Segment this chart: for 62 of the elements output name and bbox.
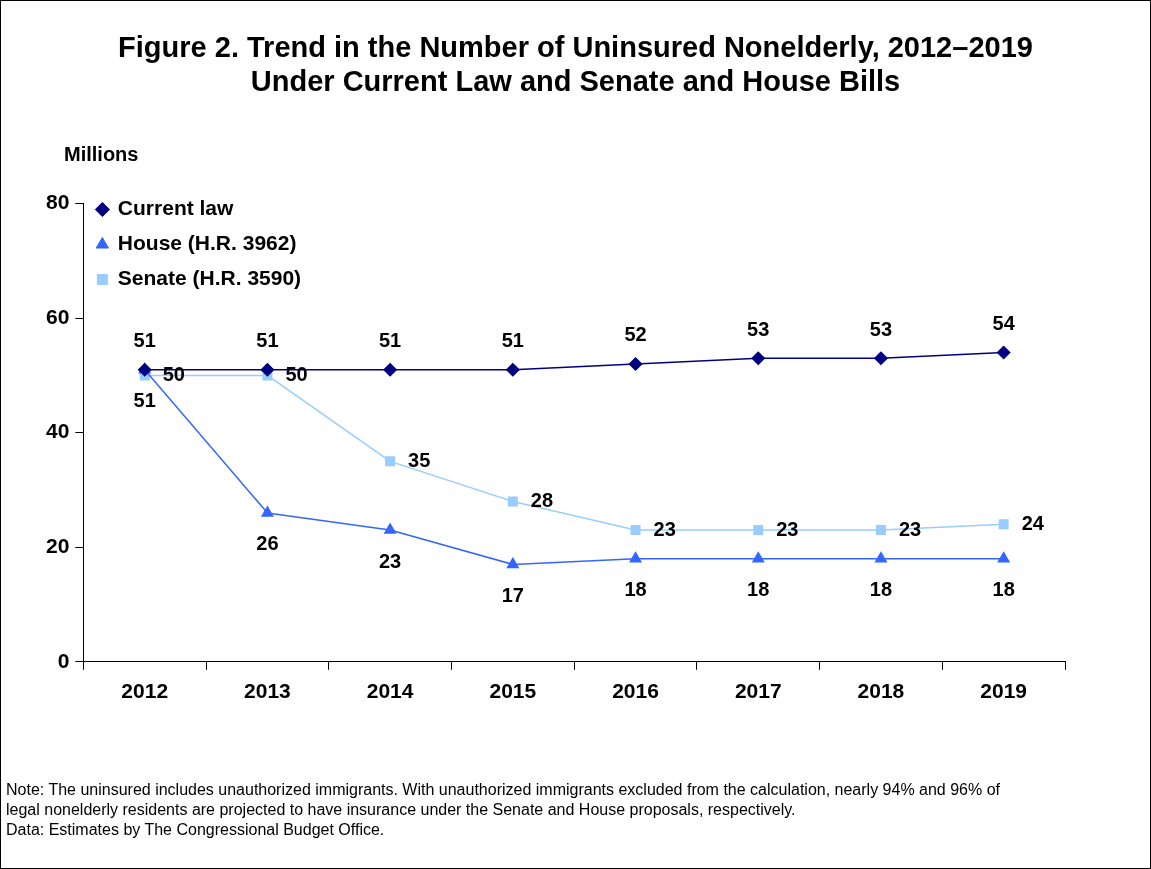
point: [751, 351, 765, 365]
y-tick-label: 0: [57, 648, 70, 672]
legend-label: House (H.R. 3962): [117, 231, 297, 255]
data-label: 23: [898, 517, 922, 540]
data-label: 35: [408, 448, 431, 471]
data-label: 53: [869, 317, 893, 340]
data-label: 23: [653, 517, 676, 540]
data-label: 23: [379, 549, 402, 572]
data-label: 24: [1021, 511, 1045, 534]
data-label: 51: [133, 329, 156, 352]
point: [752, 551, 765, 563]
point: [997, 551, 1010, 563]
x-tick-label: 2017: [734, 679, 782, 703]
x-tick-label: 2019: [980, 679, 1028, 703]
data-label: 18: [747, 578, 770, 601]
data-label: 18: [869, 578, 893, 601]
point: [506, 557, 519, 569]
x-tick-label: 2015: [489, 679, 537, 703]
data-label: 51: [379, 329, 402, 352]
point: [383, 362, 397, 377]
legend-label: Senate (H.R. 3590): [117, 266, 302, 290]
point: [753, 525, 764, 536]
data-label: 18: [992, 578, 1015, 601]
x-tick-label: 2013: [244, 679, 291, 703]
point: [875, 551, 887, 563]
data-label: 51: [256, 329, 279, 352]
point: [507, 496, 518, 507]
text: Data: Estimates by The Congressional Budget Office.: [6, 820, 386, 840]
y-tick-label: 80: [46, 190, 70, 214]
data-label: 18: [624, 578, 647, 601]
y-tick-label: 40: [46, 419, 70, 443]
chart-title: Figure 2. Trend in the Number of Uninsured Nonelderly, 2012–2019 Under Current Law and Senate and House Bills: [117, 30, 1034, 98]
data-label: 26: [256, 532, 279, 555]
point: [996, 345, 1011, 360]
point: [630, 525, 641, 536]
y-tick-label: 60: [46, 304, 70, 328]
point: [260, 362, 275, 377]
point: [998, 519, 1009, 530]
point: [384, 523, 397, 534]
data-label: 17: [501, 583, 524, 606]
point: [629, 551, 642, 563]
y-axis-title: Millions: [64, 143, 139, 166]
point: [628, 357, 643, 371]
data-label: 53: [747, 317, 770, 340]
data-label: 28: [530, 488, 554, 511]
y-tick-label: 20: [46, 534, 70, 558]
point: [874, 351, 888, 365]
point: [261, 506, 274, 517]
point: [875, 525, 886, 536]
x-tick-label: 2018: [857, 679, 905, 703]
point: [506, 362, 520, 377]
data-label: 54: [992, 312, 1016, 335]
point: [385, 456, 396, 467]
data-label: 52: [624, 323, 647, 346]
data-label: 51: [501, 329, 524, 352]
x-tick-label: 2016: [612, 679, 659, 703]
x-tick-label: 2014: [366, 679, 414, 703]
data-label: 23: [776, 517, 799, 540]
legend-label: Current law: [117, 196, 235, 220]
data-label: 51: [133, 389, 156, 412]
x-tick-label: 2012: [121, 679, 169, 703]
text: Note: The uninsured includes unauthorized immigrants. With unauthorized immigrants excluded from the calculation, nearly 94% and 96% of legal nonelderly residents are projected to have insurance under the Senate and House proposals, respectively.: [6, 780, 1001, 820]
